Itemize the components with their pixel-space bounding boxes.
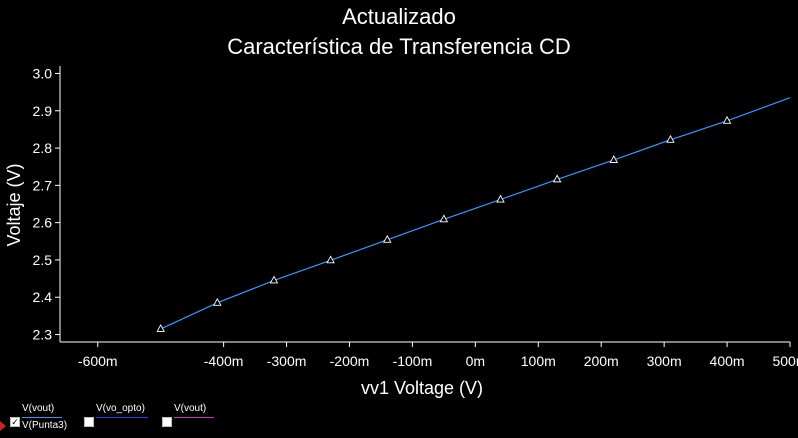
y-axis-ticks: 2.3 2.4 2.5 2.6 2.7 2.8 2.9 3.0 (33, 65, 60, 343)
y-axis-label: Voltaje (V) (4, 163, 24, 246)
y-tick-label: 3.0 (33, 65, 53, 81)
legend-swatch (96, 417, 148, 418)
x-tick-label: -600m (78, 353, 118, 369)
x-tick-label: 300m (647, 353, 682, 369)
y-tick-label: 2.9 (33, 103, 53, 119)
x-tick-label: -300m (267, 353, 307, 369)
x-tick-label: 0m (466, 353, 485, 369)
y-tick-label: 2.7 (33, 177, 53, 193)
legend-swatch (174, 417, 214, 418)
legend: ✓ V(vout) V(Punta3) V(vo_opto) V(vout) (0, 400, 798, 438)
data-point-triangle (666, 134, 675, 143)
y-tick-label: 2.4 (33, 289, 53, 305)
data-point-triangle (269, 275, 279, 284)
x-tick-label: 400m (710, 353, 745, 369)
y-tick-label: 2.5 (33, 252, 53, 268)
data-point-triangle (326, 255, 335, 264)
legend-swatch (22, 417, 62, 418)
data-point-triangle (382, 234, 392, 243)
data-point-triangle (156, 323, 165, 332)
active-trace-marker-icon (0, 421, 6, 431)
series-line (160, 97, 791, 330)
legend-sub-label: V(Punta3) (22, 420, 68, 431)
checkbox-unchecked-icon[interactable] (84, 417, 94, 427)
y-tick-label: 2.6 (33, 215, 53, 231)
chart-axes (59, 66, 790, 343)
x-axis-ticks: -600m -400m -300m -200m -100m 0m 100m 200m 300m 4… (78, 342, 798, 369)
chart-plot: -600m -400m -300m -200m -100m 0m 100m 200m 300m 4… (4, 65, 798, 398)
legend-label: V(vout) (22, 403, 55, 414)
data-point-triangle (722, 115, 732, 124)
data-point-triangle (552, 174, 562, 183)
legend-label: V(vout) (174, 403, 207, 414)
checkbox-checked-icon[interactable]: ✓ (10, 417, 20, 427)
x-tick-label: -400m (204, 353, 244, 369)
y-tick-label: 2.8 (33, 140, 53, 156)
data-point-triangle (213, 297, 222, 306)
y-tick-label: 2.3 (33, 327, 53, 343)
x-tick-label: -100m (393, 353, 433, 369)
data-point-triangle (439, 214, 449, 223)
x-tick-label: 200m (584, 353, 619, 369)
checkbox-unchecked-icon[interactable] (162, 417, 172, 427)
x-axis-label: vv1 Voltage (V) (361, 378, 483, 398)
x-tick-label: -200m (330, 353, 370, 369)
chart-series (156, 97, 791, 332)
chart-title-line1: Actualizado (342, 4, 456, 29)
data-point-triangle (496, 194, 505, 203)
legend-label: V(vo_opto) (96, 403, 145, 414)
data-point-triangle (609, 155, 619, 163)
x-tick-label: 500m (772, 353, 798, 369)
x-tick-label: 100m (521, 353, 556, 369)
chart-title-line2: Característica de Transferencia CD (227, 34, 571, 59)
